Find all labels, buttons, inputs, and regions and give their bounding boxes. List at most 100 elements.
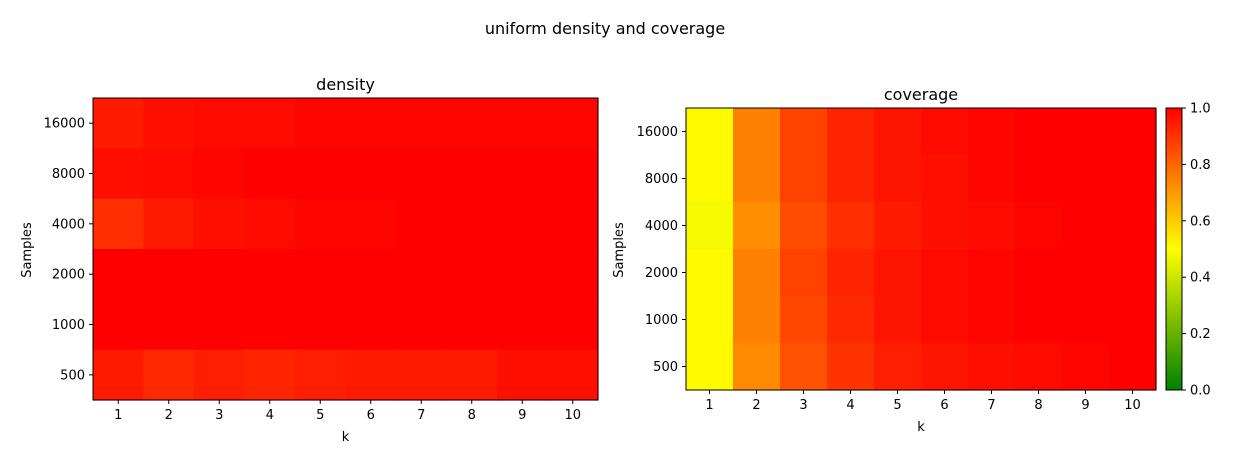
coverage-cell-r2-c0	[686, 202, 734, 250]
coverage-cell-r2-c8	[1062, 202, 1110, 250]
coverage-cell-r0-c4	[874, 108, 922, 156]
coverage-x-tick-label: 10	[1124, 398, 1141, 413]
density-x-tick-label: 8	[468, 408, 476, 423]
coverage-cell-r1-c9	[1109, 155, 1157, 203]
coverage-cell-r5-c6	[968, 343, 1016, 391]
coverage-cell-r0-c9	[1109, 108, 1157, 156]
coverage-cell-r0-c2	[780, 108, 828, 156]
density-cell-r2-c5	[345, 198, 397, 250]
density-x-axis-label: k	[342, 430, 350, 445]
coverage-cell-r0-c0	[686, 108, 734, 156]
density-cell-r4-c7	[446, 299, 498, 351]
coverage-cell-r2-c6	[968, 202, 1016, 250]
density-cell-r5-c3	[244, 349, 296, 401]
coverage-cell-r1-c0	[686, 155, 734, 203]
density-cell-r0-c8	[497, 98, 549, 149]
density-cell-r3-c7	[446, 249, 498, 300]
coverage-cell-r1-c3	[827, 155, 875, 203]
coverage-y-tick-label: 1000	[645, 313, 678, 328]
figure-title: uniform density and coverage	[485, 19, 725, 38]
density-cell-r5-c5	[345, 349, 397, 401]
coverage-cell-r5-c2	[780, 343, 828, 391]
density-cell-r1-c7	[446, 148, 498, 200]
density-y-tick-label: 16000	[44, 117, 85, 132]
coverage-colorbar: 0.0 0.2 0.4 0.6 0.8 1.0	[1165, 102, 1211, 399]
colorbar-tick-label: 1.0	[1190, 102, 1211, 117]
coverage-cell-r4-c7	[1015, 296, 1063, 344]
density-cell-r3-c8	[497, 249, 549, 300]
density-cell-r1-c3	[244, 148, 296, 200]
coverage-cell-r3-c5	[921, 249, 969, 297]
density-x-tick-label: 9	[518, 408, 526, 423]
coverage-cell-r1-c5	[921, 155, 969, 203]
coverage-cell-r1-c4	[874, 155, 922, 203]
density-cell-r1-c4	[295, 148, 347, 200]
density-cell-r5-c2	[194, 349, 246, 401]
density-x-tick-label: 3	[215, 408, 223, 423]
density-cell-r1-c0	[93, 148, 145, 200]
coverage-cell-r2-c5	[921, 202, 969, 250]
coverage-cell-r1-c6	[968, 155, 1016, 203]
density-cell-r1-c1	[143, 148, 195, 200]
coverage-cell-r4-c8	[1062, 296, 1110, 344]
density-chart-title: density	[316, 75, 375, 94]
density-cell-r0-c6	[396, 98, 448, 149]
density-cell-r1-c5	[345, 148, 397, 200]
density-cell-r4-c6	[396, 299, 448, 351]
density-heatmap-panel: density 1 2 3 4 5 6 7 8 9 10 16000 8000 4000 2000 100…	[20, 75, 599, 445]
density-x-tick-label: 5	[316, 408, 324, 423]
coverage-heatmap-panel: coverage 1 2 3 4 5 6 7 8 9 10 16000 8000 4000 2000 10…	[612, 85, 1157, 435]
density-cell-r3-c6	[396, 249, 448, 300]
density-cell-r5-c0	[93, 349, 145, 401]
density-cell-r3-c2	[194, 249, 246, 300]
coverage-cell-r4-c3	[827, 296, 875, 344]
density-cell-r5-c9	[547, 349, 599, 401]
coverage-cell-r5-c0	[686, 343, 734, 391]
density-y-tick-label: 4000	[52, 217, 85, 232]
coverage-y-tick-label: 16000	[637, 125, 678, 140]
coverage-y-ticks: 16000 8000 4000 2000 1000 500	[637, 125, 686, 375]
density-cell-r4-c2	[194, 299, 246, 351]
coverage-cell-r4-c2	[780, 296, 828, 344]
coverage-x-ticks: 1 2 3 4 5 6 7 8 9 10	[705, 390, 1141, 413]
density-cell-r0-c9	[547, 98, 599, 149]
colorbar-tick-label: 0.6	[1190, 214, 1211, 229]
density-cell-r1-c2	[194, 148, 246, 200]
density-cell-r1-c8	[497, 148, 549, 200]
coverage-cell-r4-c5	[921, 296, 969, 344]
coverage-cell-r1-c8	[1062, 155, 1110, 203]
density-cell-r2-c6	[396, 198, 448, 250]
density-cell-r0-c5	[345, 98, 397, 149]
coverage-x-tick-label: 4	[846, 398, 854, 413]
coverage-y-axis-label: Samples	[612, 222, 627, 278]
density-cell-r4-c0	[93, 299, 145, 351]
density-cell-r4-c5	[345, 299, 397, 351]
density-cell-r3-c3	[244, 249, 296, 300]
density-cell-r5-c8	[497, 349, 549, 401]
coverage-cell-r5-c1	[733, 343, 781, 391]
coverage-chart-title: coverage	[884, 85, 958, 104]
density-cell-r2-c9	[547, 198, 599, 250]
coverage-axes-frame	[685, 107, 1157, 391]
coverage-cell-r5-c5	[921, 343, 969, 391]
density-cell-r0-c1	[143, 98, 195, 149]
coverage-cell-r4-c9	[1109, 296, 1157, 344]
coverage-x-tick-label: 6	[940, 398, 948, 413]
density-x-tick-label: 6	[367, 408, 375, 423]
coverage-cell-r2-c1	[733, 202, 781, 250]
density-y-ticks: 16000 8000 4000 2000 1000 500	[44, 117, 93, 383]
density-cell-r4-c1	[143, 299, 195, 351]
density-cell-r2-c7	[446, 198, 498, 250]
colorbar-tick-label: 0.0	[1190, 384, 1211, 399]
density-y-tick-label: 1000	[52, 318, 85, 333]
density-y-axis-label: Samples	[20, 222, 35, 278]
coverage-x-tick-label: 8	[1034, 398, 1042, 413]
coverage-cell-r2-c2	[780, 202, 828, 250]
coverage-cell-r1-c2	[780, 155, 828, 203]
density-cell-r0-c2	[194, 98, 246, 149]
coverage-x-tick-label: 9	[1081, 398, 1089, 413]
colorbar-tick-label: 0.8	[1190, 158, 1211, 173]
coverage-y-tick-label: 2000	[645, 266, 678, 281]
density-cell-r0-c7	[446, 98, 498, 149]
coverage-cell-r2-c7	[1015, 202, 1063, 250]
